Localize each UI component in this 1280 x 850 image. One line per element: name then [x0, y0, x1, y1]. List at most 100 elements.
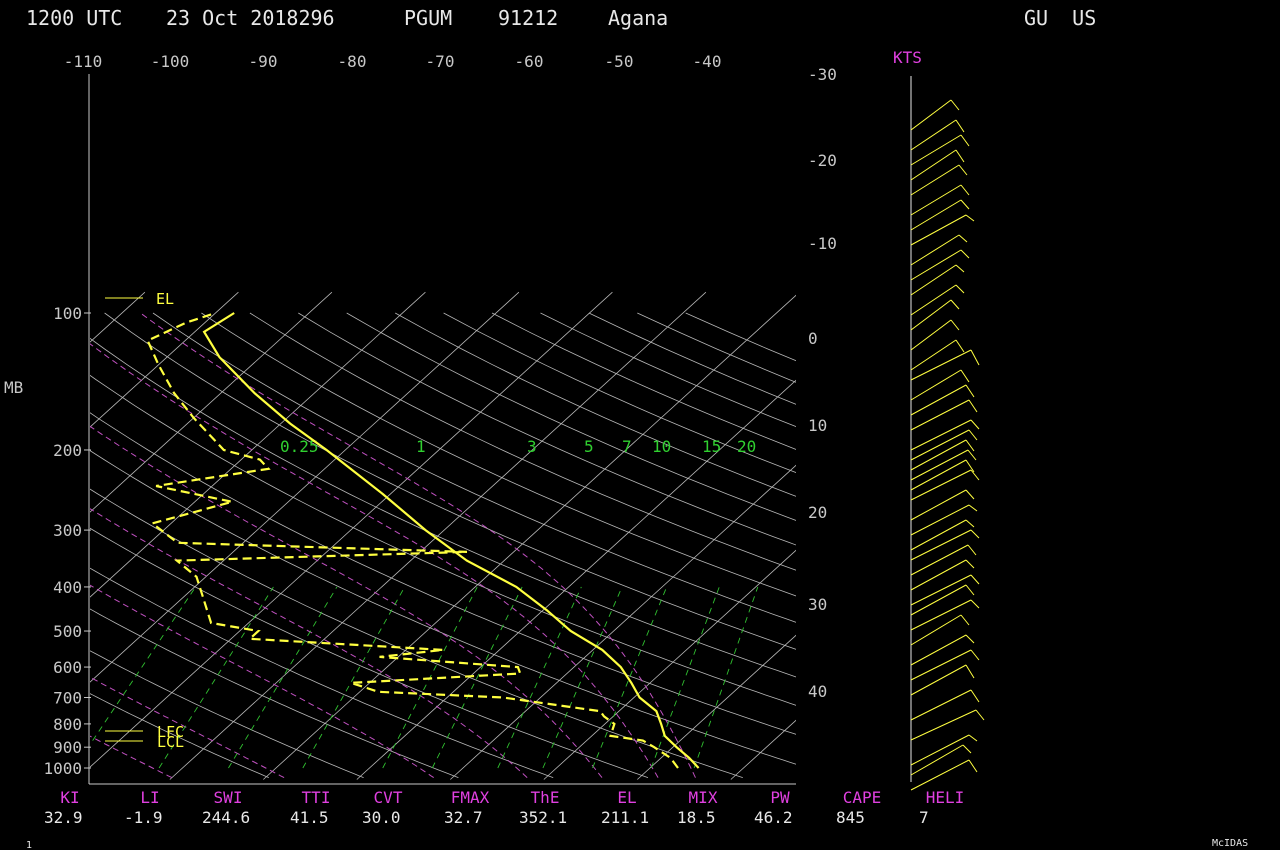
wind-barb-staff: [910, 664, 967, 696]
dry-adiabat-line: [685, 312, 796, 362]
moist-adiabat-line: [90, 735, 173, 779]
wind-barb-feather: [950, 299, 960, 310]
wind-barb-feather: [965, 459, 975, 473]
mixing-ratio-label: 0.25: [280, 437, 319, 456]
wind-barb-feather: [950, 319, 960, 331]
wind-barb-staff: [910, 249, 962, 281]
wind-barb-staff: [910, 429, 970, 461]
mixing-ratio-label: 10: [652, 437, 671, 456]
isotherm-line: [730, 719, 796, 780]
wind-barb-staff: [910, 384, 967, 416]
lcl-label: LCL: [157, 733, 184, 751]
dry-adiabat-line: [90, 650, 364, 778]
mixing-ratio-line: [302, 586, 406, 769]
wind-barb-feather: [950, 99, 960, 111]
mixing-ratio-label: 7: [622, 437, 632, 456]
wind-barb-staff: [910, 544, 969, 576]
wind-barb-feather: [955, 284, 965, 294]
dry-adiabat-line: [90, 374, 796, 706]
wind-barb-staff: [910, 164, 960, 196]
moist-adiabat-line: [90, 584, 434, 779]
pressure-axis-label: MB: [4, 378, 23, 397]
wind-barb-staff: [910, 419, 972, 451]
top-temp-tick-label: -40: [693, 52, 722, 71]
moist-adiabat-line: [90, 343, 659, 778]
wind-barb-staff: [910, 119, 957, 151]
wind-barb-feather: [970, 419, 980, 430]
mixing-ratio-label: 5: [584, 437, 594, 456]
wind-barb-staff: [910, 649, 972, 681]
right-temp-tick-label: 10: [808, 416, 827, 435]
top-temp-tick-label: -70: [426, 52, 455, 71]
mixing-ratio-line: [158, 586, 274, 769]
wind-barb-feather: [965, 384, 975, 398]
top-temp-tick-label: -100: [151, 52, 190, 71]
wind-barb-staff: [910, 134, 962, 166]
wind-units-label: KTS: [893, 48, 922, 67]
lcl-marker: LCL: [105, 733, 184, 751]
index-value: -1.9: [124, 808, 163, 827]
lfc-label: LFC: [157, 723, 184, 741]
top-temp-tick-label: -60: [515, 52, 544, 71]
dry-adiabat-line: [90, 488, 743, 778]
index-value: 46.2: [754, 808, 793, 827]
wind-barb-staff: [910, 529, 972, 561]
top-temp-tick-label: -80: [338, 52, 367, 71]
index-value: 32.7: [444, 808, 483, 827]
wind-barb-feather: [960, 134, 970, 147]
wind-barb-feather: [955, 119, 965, 133]
dry-adiabat-line: [491, 312, 796, 450]
wind-barb-staff: [910, 709, 977, 741]
right-temp-tick-label: -30: [808, 65, 837, 84]
lfc-marker: LFC: [105, 723, 184, 741]
index-label: CAPE: [843, 788, 882, 807]
isotherm-line: [450, 464, 796, 780]
wind-barb-staff: [910, 369, 962, 401]
moist-adiabat-line: [90, 676, 285, 779]
mixing-ratio-line: [693, 586, 759, 769]
isotherm-line: [543, 549, 796, 780]
wind-barb-feather: [960, 369, 970, 383]
index-label: FMAX: [451, 788, 490, 807]
wind-barb-feather: [975, 709, 985, 721]
index-value: 18.5: [677, 808, 716, 827]
wind-barb-staff: [910, 489, 967, 521]
dry-adiabat-line: [637, 312, 796, 383]
wind-barb-staff: [910, 449, 969, 481]
isotherm-line: [263, 294, 796, 780]
mixing-ratio-label: 20: [737, 437, 756, 456]
wind-barb-staff: [910, 199, 962, 231]
index-value: 32.9: [44, 808, 83, 827]
mixing-ratio-label: 1: [416, 437, 426, 456]
mixing-ratio-label: 3: [527, 437, 537, 456]
wind-barb-feather: [968, 399, 978, 413]
isotherm-line: [90, 291, 613, 768]
wind-barb-staff: [910, 349, 972, 381]
dry-adiabat-line: [90, 608, 459, 778]
index-value: 244.6: [202, 808, 250, 827]
header-region: GU US: [1024, 6, 1096, 30]
wind-barb-feather: [965, 584, 975, 596]
mixing-ratio-line: [431, 586, 523, 769]
wind-barb-staff: [910, 149, 957, 181]
wind-barb-feather: [967, 544, 977, 556]
wind-barb-staff: [910, 744, 964, 776]
wind-barb-feather: [962, 744, 972, 754]
wind-barb-feather: [970, 349, 980, 366]
wind-barb-staff: [910, 469, 972, 501]
dry-adiabat-line: [346, 312, 796, 521]
wind-barb-staff: [910, 504, 970, 536]
wind-barb-staff: [910, 339, 957, 371]
dry-adiabat-grid: [90, 312, 796, 778]
moist-adiabat-line: [140, 312, 696, 778]
wind-barb-staff: [910, 599, 972, 631]
dry-adiabat-line: [90, 337, 796, 678]
right-temperature-axis: -30 -20 -10 0 10 20 30 40: [808, 65, 837, 701]
header-station-name: Agana: [608, 6, 668, 30]
wind-barb-feather: [958, 164, 968, 176]
el-marker: EL: [105, 290, 174, 308]
wind-barb-staff: [910, 634, 967, 666]
mixing-ratio-line: [542, 586, 623, 769]
